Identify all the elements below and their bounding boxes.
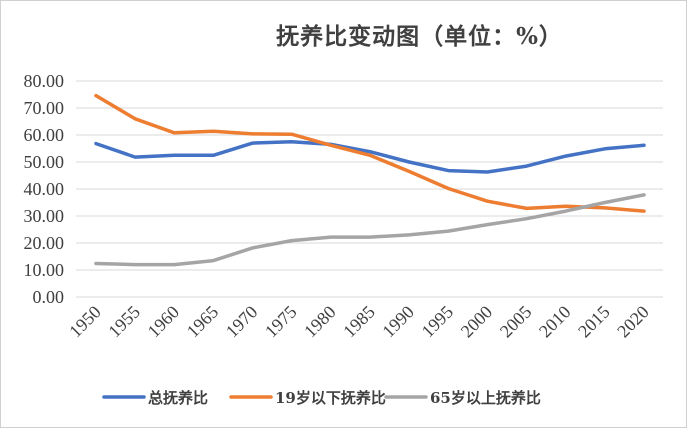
x-tick-label: 1990 [378,302,418,342]
y-tick-label: 40.00 [24,179,65,199]
y-tick-label: 20.00 [24,233,65,253]
x-tick-label: 1980 [300,302,340,342]
series-line-1 [94,93,646,213]
legend-label-0: 总抚养比 [148,389,208,407]
y-tick-label: 70.00 [24,98,65,118]
x-tick-label: 2015 [574,302,614,342]
y-axis-ticks: 0.00 10.00 20.00 30.00 40.00 50.00 60.00 70.00 8… [24,71,65,307]
y-tick-label: 10.00 [24,260,65,280]
x-tick-label: 1955 [104,302,144,342]
x-tick-label: 1985 [339,302,379,342]
x-tick-label: 2005 [496,302,536,342]
y-tick-label: 30.00 [24,206,65,226]
x-tick-label: 2000 [457,302,497,342]
y-tick-label: 50.00 [24,152,65,172]
gridlines [76,80,663,298]
y-tick-label: 60.00 [24,125,65,145]
x-tick-label: 1960 [144,302,184,342]
series-line-0 [94,140,646,174]
series-line-2 [94,193,646,267]
legend-label-1: 19岁以下抚养比 [275,389,386,407]
x-tick-label: 1965 [183,302,223,342]
x-tick-label: 1970 [222,302,262,342]
x-tick-label: 1995 [418,302,458,342]
chart-title: 抚养比变动图（单位：%） [276,23,563,50]
y-tick-label: 0.00 [33,287,65,307]
x-tick-label: 1975 [261,302,301,342]
series-lines [94,93,646,267]
x-tick-label: 1950 [65,302,105,342]
y-tick-label: 80.00 [24,71,65,91]
x-tick-label: 2010 [535,302,575,342]
legend: 总抚养比 19岁以下抚养比 65岁以上抚养比 [102,389,541,407]
legend-label-2: 65岁以上抚养比 [430,389,541,407]
x-axis-ticks: 1950 1955 1960 1965 1970 1975 1980 1985 1990 1995… [65,302,653,342]
x-tick-label: 2020 [613,302,653,342]
